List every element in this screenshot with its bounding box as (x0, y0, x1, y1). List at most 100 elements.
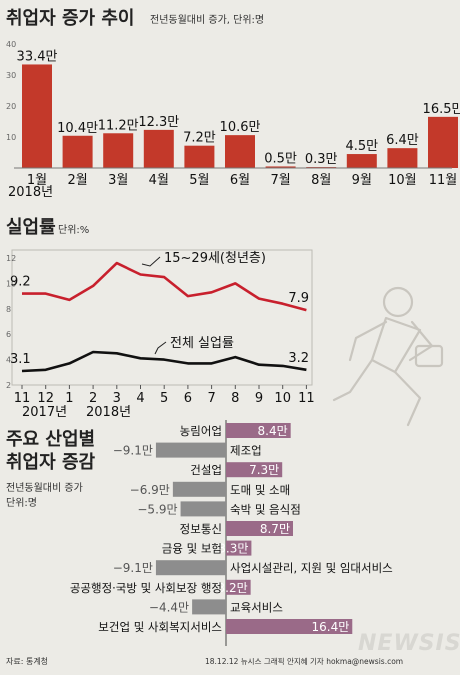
month-tick-label: 4월 (149, 173, 169, 188)
industry-value-label: 3.2만 (218, 581, 248, 595)
month-tick-label: 11 (14, 391, 31, 406)
employment-value-label: 4.5만 (345, 139, 378, 154)
series-end-label: 3.2 (288, 351, 309, 366)
month-tick-label: 5 (160, 391, 168, 406)
employment-bar (428, 117, 458, 168)
industry-bar (181, 501, 226, 516)
y-tick-label: 30 (6, 71, 16, 80)
series-leader-line (155, 342, 166, 354)
month-tick-label: 9 (255, 391, 263, 406)
industry-value-label: 8.4만 (258, 424, 288, 438)
y-tick-label: 8 (6, 305, 11, 314)
employment-value-label: 7.2만 (183, 131, 216, 146)
employment-value-label: 33.4만 (17, 49, 58, 64)
month-tick-label: 10 (274, 391, 291, 406)
unemployment-unit: 단위:% (58, 223, 89, 236)
industry-bar (156, 560, 226, 575)
industry-chart-title-line2: 취업자 증감 (6, 452, 96, 473)
industry-value-label: 8.7만 (260, 522, 290, 536)
month-tick-label: 2월 (67, 173, 87, 188)
month-tick-label: 3 (113, 391, 121, 406)
industry-bar (156, 443, 226, 458)
month-tick-label: 8월 (311, 173, 331, 188)
employment-bar (387, 148, 417, 168)
y-tick-label: 2 (6, 381, 11, 390)
newsis-logo: NEWSIS (358, 631, 460, 656)
employment-value-label: 0.3만 (305, 152, 338, 167)
employment-value-label: 10.6만 (220, 120, 261, 135)
y-tick-label: 20 (6, 102, 16, 111)
employment-bar-chart: 4030201033.4만1월10.4만2월11.2만3월12.3만4월7.2만… (6, 40, 460, 188)
employment-bar (225, 135, 255, 168)
industry-chart-subtitle: 전년동월대비 증가 (6, 482, 83, 494)
industry-value-label: 3.3만 (218, 542, 248, 556)
month-tick-label: 10월 (388, 173, 417, 188)
month-tick-label: 6 (184, 391, 192, 406)
running-businessman-illustration (334, 288, 442, 425)
employment-chart-subtitle: 전년동월대비 증가, 단위:명 (150, 13, 264, 26)
figure-head (384, 288, 412, 316)
industry-category-label: 농림어업 (180, 424, 222, 438)
industry-category-label: 정보통신 (180, 522, 222, 536)
industry-value-label: −4.4만 (149, 600, 189, 614)
industry-value-label: −9.1만 (113, 444, 153, 458)
employment-value-label: 6.4만 (386, 133, 419, 148)
month-tick-label: 1월 (27, 173, 47, 188)
industry-chart-unit: 단위:명 (6, 496, 37, 509)
industry-value-label: 7.3만 (249, 463, 279, 477)
month-tick-label: 9월 (352, 173, 372, 188)
industry-value-label: −5.9만 (137, 502, 177, 516)
employment-bar (184, 146, 214, 168)
month-tick-label: 8 (231, 391, 239, 406)
employment-bar (63, 136, 93, 168)
series-leader-line (142, 257, 160, 266)
unemployment-series-line (22, 263, 306, 310)
industry-category-label: 공공행정·국방 및 사회보장 행정 (70, 581, 222, 595)
employment-bar (144, 130, 174, 168)
credit-text: 18.12.12 뉴시스 그래픽 안지혜 기자 hokma@newsis.com (205, 656, 403, 666)
series-start-label: 3.1 (10, 352, 31, 367)
unemployment-series-line (22, 352, 306, 371)
figure-leg-front (395, 372, 420, 425)
industry-category-label: 건설업 (190, 463, 222, 477)
series-name-label: 전체 실업률 (170, 336, 234, 351)
month-tick-label: 3월 (108, 173, 128, 188)
industry-category-label: 숙박 및 음식점 (230, 502, 301, 516)
source-text: 자료: 통계청 (6, 656, 48, 666)
year-label-2017: 2017년 (22, 405, 67, 420)
industry-bar (192, 599, 226, 614)
figure-leg-back (334, 360, 372, 400)
industry-value-label: −9.1만 (113, 561, 153, 575)
industry-category-label: 도매 및 소매 (230, 483, 290, 497)
y-tick-label: 40 (6, 40, 16, 49)
employment-chart-title: 취업자 증가 추이 (6, 8, 134, 29)
month-tick-label: 2 (89, 391, 97, 406)
month-tick-label: 1 (65, 391, 73, 406)
series-end-label: 7.9 (288, 291, 309, 306)
industry-category-label: 금융 및 보험 (162, 542, 222, 556)
month-tick-label: 7 (207, 391, 215, 406)
employment-value-label: 0.5만 (264, 151, 297, 166)
month-tick-label: 12 (37, 391, 54, 406)
month-tick-label: 5월 (189, 173, 209, 188)
series-name-label: 15~29세(청년층) (164, 251, 266, 266)
month-tick-label: 11월 (429, 173, 458, 188)
unemployment-chart-title: 실업률 (6, 217, 56, 238)
month-tick-label: 4 (136, 391, 144, 406)
industry-category-label: 제조업 (230, 444, 262, 458)
industry-category-label: 사업시설관리, 지원 및 임대서비스 (230, 561, 393, 575)
industry-chart-title-line1: 주요 산업별 (6, 429, 95, 450)
y-tick-label: 10 (6, 133, 16, 142)
month-tick-label: 7월 (270, 173, 290, 188)
month-tick-label: 6월 (230, 173, 250, 188)
industry-category-label: 교육서비스 (230, 600, 283, 614)
industry-value-label: 16.4만 (312, 620, 350, 634)
employment-value-label: 11.2만 (98, 118, 139, 133)
employment-value-label: 16.5만 (423, 102, 460, 117)
employment-bar (103, 133, 133, 168)
employment-bar (22, 64, 52, 168)
